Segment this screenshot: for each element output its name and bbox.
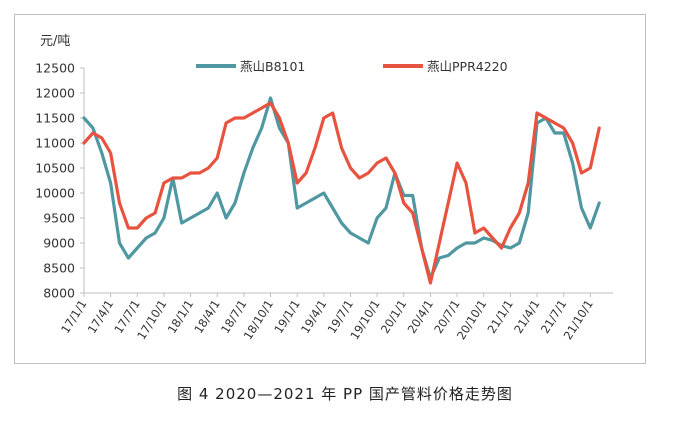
legend-label-b8101: 燕山B8101 bbox=[240, 59, 305, 74]
series-line-ppr4220 bbox=[82, 101, 601, 285]
figure-caption: 图 4 2020—2021 年 PP 国产管料价格走势图 bbox=[177, 385, 513, 403]
x-tick-label: 20/1/1 bbox=[378, 297, 409, 336]
axes-group: 8000 8500 9000 9500 10000 10500 11000 11500 1200… bbox=[35, 61, 613, 342]
y-tick-label: 11500 bbox=[35, 111, 75, 126]
legend-label-ppr4220: 燕山PPR4220 bbox=[427, 59, 508, 74]
x-tick-label: 18/4/1 bbox=[191, 297, 222, 336]
y-tick-label: 9500 bbox=[43, 211, 75, 226]
x-tick-label: 21/1/1 bbox=[484, 297, 515, 336]
y-tick-label: 10000 bbox=[35, 186, 75, 201]
chart-frame bbox=[14, 14, 646, 364]
y-tick-label: 8500 bbox=[43, 261, 75, 276]
x-tick-label: 19/1/1 bbox=[271, 297, 302, 336]
y-tick-label: 12500 bbox=[35, 61, 75, 76]
series-line-b8101 bbox=[82, 96, 601, 280]
y-tick-label: 11000 bbox=[35, 136, 75, 151]
y-tick-label: 9000 bbox=[43, 236, 75, 251]
x-tick-label: 18/1/1 bbox=[165, 297, 196, 336]
y-tick-label: 8000 bbox=[43, 286, 75, 301]
y-axis-unit-label: 元/吨 bbox=[40, 34, 70, 49]
x-tick-label: 21/4/1 bbox=[511, 297, 542, 336]
y-tick-label: 10500 bbox=[35, 161, 75, 176]
x-tick-label: 19/4/1 bbox=[298, 297, 329, 336]
x-tick-label: 17/4/1 bbox=[85, 297, 116, 336]
series-lines-group bbox=[82, 96, 601, 285]
y-tick-label: 12000 bbox=[35, 86, 75, 101]
x-tick-label: 17/1/1 bbox=[58, 297, 89, 336]
x-tick-label: 20/4/1 bbox=[405, 297, 436, 336]
